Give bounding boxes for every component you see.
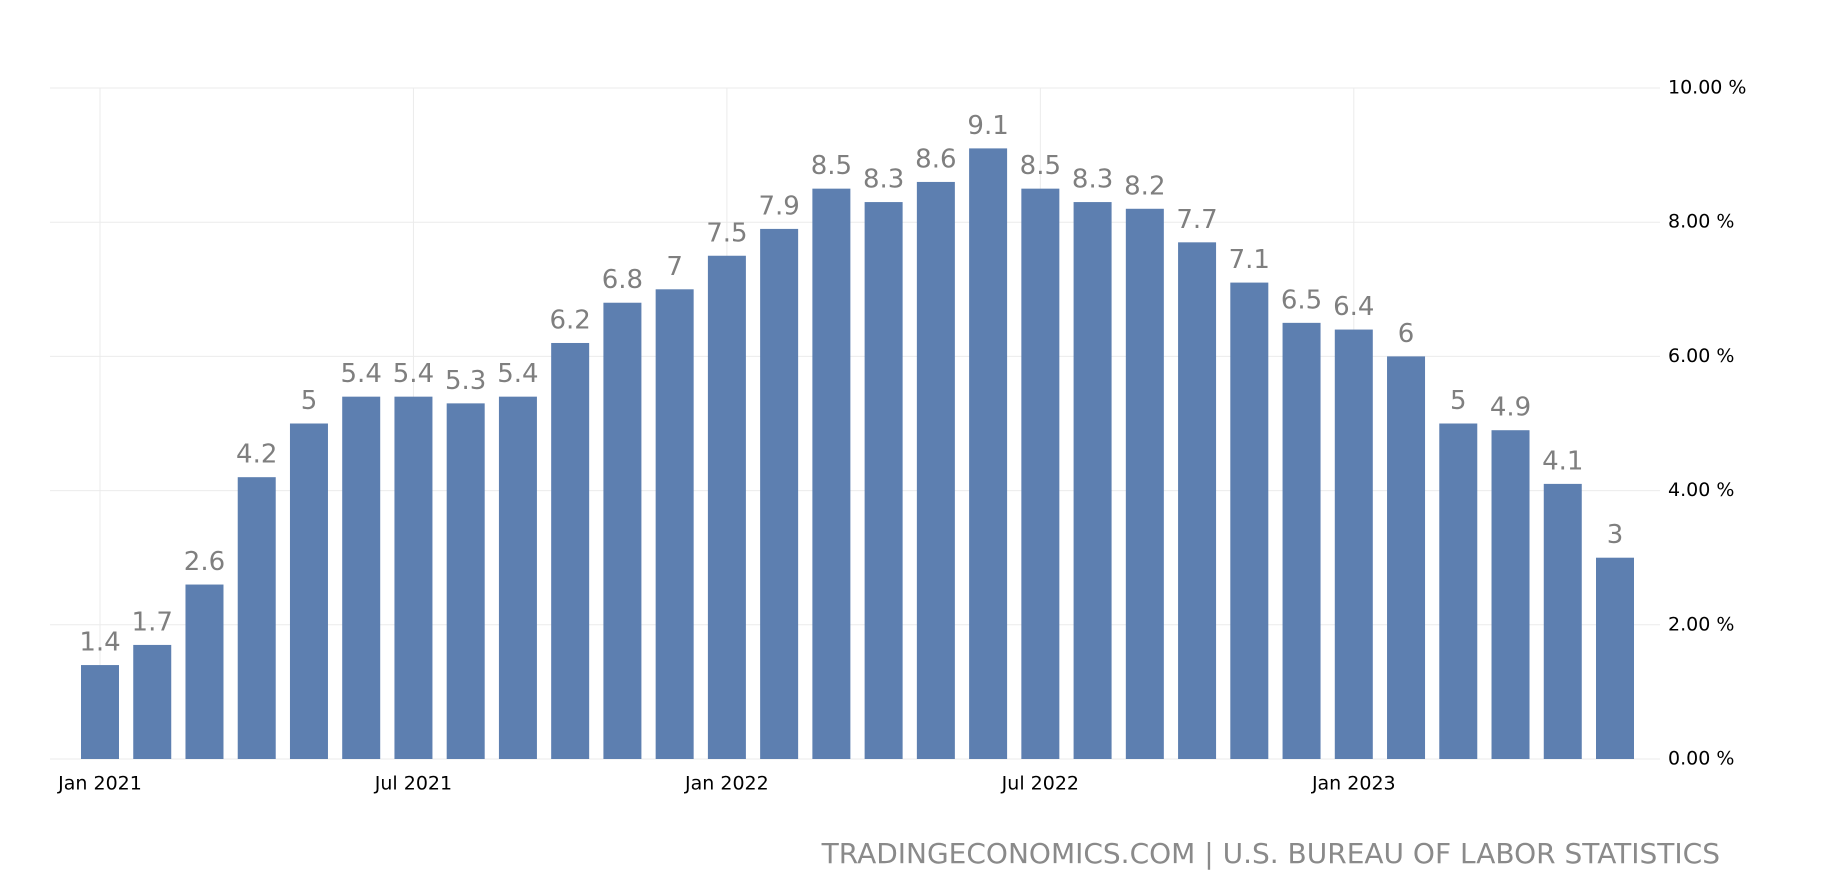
value-label: 7.7: [1176, 205, 1217, 235]
bar: [133, 644, 172, 759]
bar: [1178, 242, 1217, 759]
value-label: 8.2: [1124, 171, 1165, 201]
value-label: 5: [1450, 386, 1467, 416]
value-label: 8.3: [1072, 165, 1113, 195]
bar: [916, 181, 955, 759]
bar: [1230, 282, 1269, 759]
value-label: 5.4: [341, 359, 382, 389]
bar: [289, 423, 328, 759]
value-label: 9.1: [967, 111, 1008, 141]
source-note: TRADINGECONOMICS.COM | U.S. BUREAU OF LA…: [821, 837, 1720, 870]
value-label: 5.4: [497, 359, 538, 389]
value-label: 8.3: [863, 165, 904, 195]
y-tick-label: 2.00 %: [1668, 613, 1734, 635]
value-label: 4.9: [1490, 393, 1531, 423]
value-label: 5.4: [393, 359, 434, 389]
value-label: 5.3: [445, 366, 486, 396]
bar: [760, 228, 799, 759]
value-label: 7.1: [1229, 245, 1270, 275]
value-label: 6.5: [1281, 285, 1322, 315]
value-label: 3: [1607, 520, 1624, 550]
value-label: 5: [301, 386, 318, 416]
y-tick-label: 4.00 %: [1668, 479, 1734, 501]
value-label: 6.2: [549, 305, 590, 335]
bar: [1596, 557, 1634, 759]
bar: [655, 289, 694, 759]
value-label: 7.9: [758, 191, 799, 221]
bar: [812, 188, 851, 759]
value-label: 6: [1398, 319, 1415, 349]
x-tick-label: Jul 2022: [1001, 773, 1079, 795]
bar: [1021, 188, 1060, 759]
value-label: 8.5: [811, 151, 852, 181]
bar: [446, 403, 485, 759]
bar: [707, 255, 746, 759]
x-tick-label: Jul 2021: [374, 773, 452, 795]
bar: [1543, 483, 1582, 759]
bar: [864, 202, 903, 759]
bar: [498, 396, 537, 759]
value-label: 8.6: [915, 144, 956, 174]
value-label: 4.2: [236, 440, 277, 470]
value-label: 2.6: [184, 547, 225, 577]
bar: [551, 342, 590, 759]
x-tick-label: Jan 2022: [684, 773, 769, 795]
y-tick-label: 6.00 %: [1668, 345, 1734, 367]
value-label: 7.5: [706, 218, 747, 248]
bar: [342, 396, 381, 759]
y-tick-label: 10.00 %: [1668, 77, 1747, 99]
value-label: 6.8: [602, 265, 643, 295]
bar: [1439, 423, 1478, 759]
x-tick-label: Jan 2021: [57, 773, 142, 795]
x-tick-label: Jan 2023: [1311, 773, 1396, 795]
bar: [969, 148, 1008, 759]
value-label: 7: [666, 252, 683, 282]
bar: [394, 396, 433, 759]
value-label: 8.5: [1020, 151, 1061, 181]
y-tick-label: 0.00 %: [1668, 748, 1734, 770]
bar: [1334, 329, 1373, 759]
bar: [237, 477, 276, 759]
value-label: 4.1: [1542, 446, 1583, 476]
bar: [1282, 322, 1321, 759]
value-label: 1.4: [79, 628, 120, 658]
bar: [185, 584, 224, 759]
bar: [1491, 430, 1530, 759]
bar: [603, 302, 642, 759]
value-label: 1.7: [132, 607, 173, 637]
bar: [1387, 356, 1426, 759]
bar: [81, 665, 119, 759]
bar: [1073, 202, 1112, 759]
y-tick-label: 8.00 %: [1668, 211, 1734, 233]
bar: [1125, 208, 1164, 759]
value-label: 6.4: [1333, 292, 1374, 322]
